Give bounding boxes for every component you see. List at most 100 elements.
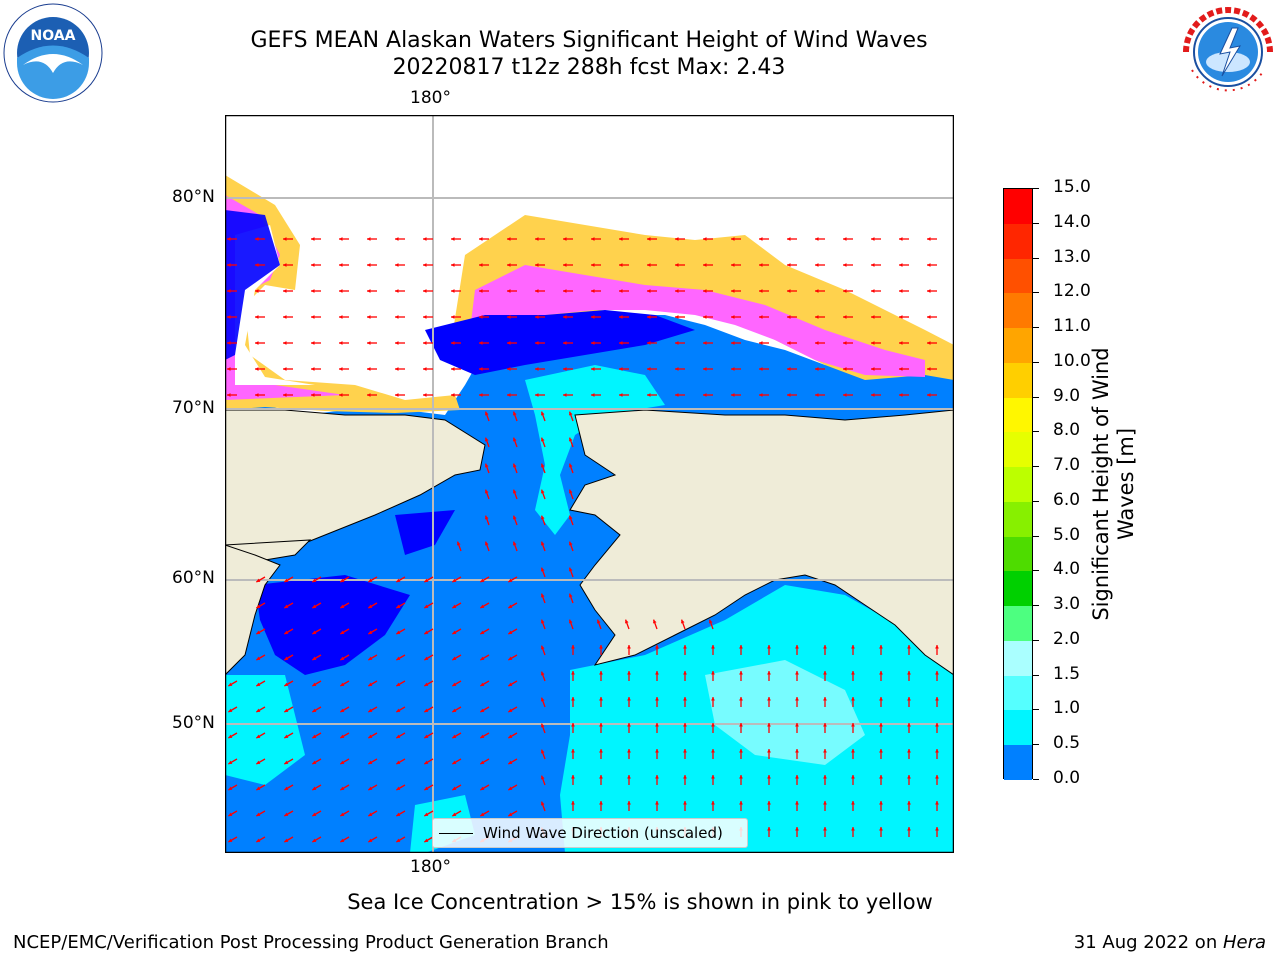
lat-label-50: 50°N (172, 713, 215, 733)
wave-arrow-head (571, 723, 575, 727)
wave-arrow-head (711, 775, 715, 779)
wave-arrow-head (767, 671, 771, 675)
colorbar-tick-mark (1033, 396, 1039, 398)
wave-arrow-head (571, 801, 575, 805)
wave-arrow-head (535, 341, 539, 345)
wave-arrow-head (647, 393, 651, 397)
wave-arrow-head (571, 775, 575, 779)
colorbar-tick-label: 3.0 (1053, 594, 1081, 615)
colorbar-tick-mark (1033, 779, 1039, 780)
wave-arrow-head (507, 263, 511, 267)
wave-arrow-head (508, 682, 513, 686)
colorbar-segment (1004, 536, 1032, 572)
colorbar-tick-mark (1033, 709, 1039, 711)
wave-arrow-head (340, 786, 345, 790)
wave-arrow-head (823, 749, 827, 753)
wave-arrow-head (284, 630, 289, 634)
wave-arrow-head (843, 289, 847, 293)
wave-arrow-head (312, 734, 317, 738)
wave-arrow-head (424, 708, 429, 712)
wave-arrow-head (683, 671, 687, 675)
wave-arrow-head (935, 671, 939, 675)
wave-arrow-head (596, 619, 601, 624)
wave-arrow-head (312, 708, 317, 712)
wave-arrow-head (711, 697, 715, 701)
wave-arrow-head (227, 263, 231, 267)
wave-arrow-head (312, 604, 317, 608)
wave-arrow-head (795, 801, 799, 805)
wave-arrow-head (619, 393, 623, 397)
wave-arrow-head (843, 367, 847, 371)
wave-arrow-head (739, 723, 743, 727)
wave-arrow-head (843, 393, 847, 397)
wave-arrow-head (655, 723, 659, 727)
colorbar-segment (1004, 293, 1032, 329)
wave-arrow-head (843, 263, 847, 267)
wave-arrow-head (480, 682, 485, 686)
wave-arrow-head (759, 341, 763, 345)
wave-arrow-head (767, 827, 771, 831)
wave-arrow-head (256, 786, 261, 790)
colorbar-tick-label: 9.0 (1053, 385, 1081, 406)
wave-arrow-head (823, 801, 827, 805)
wave-arrow-head (843, 341, 847, 345)
wave-arrow-head (508, 604, 513, 608)
wave-arrow-head (619, 237, 623, 241)
wave-arrow-head (423, 341, 427, 345)
wave-arrow-head (255, 263, 259, 267)
wave-arrow-head (683, 749, 687, 753)
wave-arrow-head (283, 315, 287, 319)
wave-arrow-head (512, 515, 517, 520)
wave-arrow-head (479, 263, 483, 267)
calm-zone-bering-nw (255, 575, 410, 675)
noaa-logo: NOAA (3, 3, 103, 103)
colorbar-title-line1: Significant Height of Wind (1089, 347, 1113, 621)
wave-arrow-head (787, 263, 791, 267)
wave-arrow-head (312, 760, 317, 764)
wave-arrow-head (480, 656, 485, 660)
wave-arrow-head (627, 671, 631, 675)
wave-arrow-head (396, 838, 401, 842)
wave-arrow-head (228, 760, 233, 764)
wave-arrow-head (424, 734, 429, 738)
wave-arrow-head (899, 237, 903, 241)
wave-arrow-head (795, 671, 799, 675)
wave-arrow-head (367, 341, 371, 345)
wave-arrow-head (731, 367, 735, 371)
wave-arrow-head (451, 263, 455, 267)
wave-arrow-head (571, 645, 575, 649)
colorbar-tick-label: 10.0 (1053, 350, 1091, 371)
wave-arrow-head (396, 630, 401, 634)
wave-arrow-head (507, 289, 511, 293)
colorbar-segment (1004, 362, 1032, 399)
wave-arrow-head (787, 393, 791, 397)
wave-arrow-head (340, 630, 345, 634)
lon-label-bottom: 180° (410, 857, 451, 877)
wave-arrow-head (871, 263, 875, 267)
wave-arrow-head (899, 341, 903, 345)
wave-arrow-head (599, 723, 603, 727)
wave-arrow-head (368, 786, 373, 790)
cyan-aleutian-south (225, 675, 305, 785)
wave-arrow-head (851, 671, 855, 675)
wave-arrow-head (535, 289, 539, 293)
wave-arrow-head (256, 578, 261, 582)
wave-arrow-head (480, 760, 485, 764)
colorbar-tick-mark (1033, 188, 1039, 189)
wave-arrow-head (907, 749, 911, 753)
wave-arrow-head (787, 315, 791, 319)
wave-arrow-head (907, 723, 911, 727)
wave-arrow-head (907, 775, 911, 779)
wave-arrow-head (484, 515, 489, 520)
wave-arrow-head (823, 827, 827, 831)
wave-arrow-head (452, 812, 457, 816)
wave-arrow-head (479, 341, 483, 345)
wave-arrow-head (927, 237, 931, 241)
wave-arrow-head (591, 315, 595, 319)
wave-arrow-head (479, 315, 483, 319)
wave-arrow-head (899, 263, 903, 267)
wave-arrow-head (311, 237, 315, 241)
wave-arrow-head (284, 578, 289, 582)
wave-arrow-head (424, 656, 429, 660)
wave-arrow-head (795, 749, 799, 753)
